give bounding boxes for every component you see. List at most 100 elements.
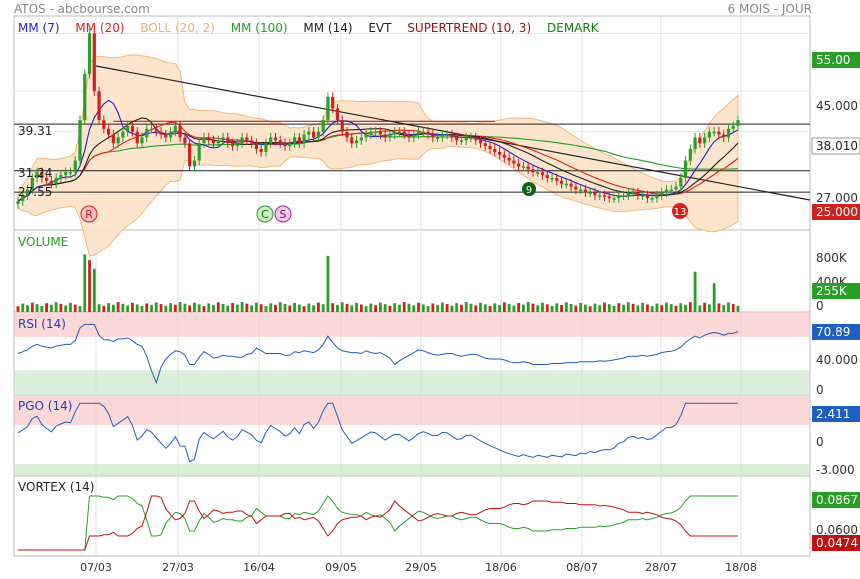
volume-bar xyxy=(207,303,211,312)
candle-body xyxy=(497,151,502,155)
volume-bar xyxy=(307,303,311,312)
volume-bar xyxy=(407,303,411,312)
candle-body xyxy=(312,131,316,138)
volume-bar xyxy=(722,305,726,312)
candle-body xyxy=(545,175,549,178)
volume-bar xyxy=(83,254,87,312)
marker-c-icon xyxy=(256,205,274,223)
candle-body xyxy=(230,143,235,147)
volume-bar xyxy=(541,302,544,312)
candle-body xyxy=(45,177,49,181)
volume-bar xyxy=(660,305,664,312)
pgo-last-bg xyxy=(812,406,860,422)
candle-body xyxy=(116,137,120,144)
marker-s-label: S xyxy=(280,208,287,221)
volume-bar xyxy=(498,305,501,312)
candle-body xyxy=(292,137,297,144)
candle-body xyxy=(30,177,34,190)
volume-bar xyxy=(188,305,192,312)
candle-body xyxy=(245,137,249,141)
volume-bar xyxy=(340,302,344,312)
candle-body xyxy=(326,96,330,121)
candle-body xyxy=(436,137,440,139)
candle-body xyxy=(688,149,692,161)
demark-9-icon xyxy=(522,182,536,196)
candle-body xyxy=(64,172,68,176)
candle-body xyxy=(335,108,340,121)
volume-bar xyxy=(107,303,110,312)
candle-body xyxy=(536,172,540,174)
volume-bar xyxy=(288,305,292,312)
legend-mm7: MM (7) xyxy=(18,21,60,35)
volume-bar xyxy=(493,303,497,312)
candle-body xyxy=(111,134,115,144)
vortex-plus-line xyxy=(18,495,738,551)
candle-body xyxy=(307,131,311,135)
volume-bar xyxy=(45,303,49,312)
candle-body xyxy=(645,195,650,199)
bollinger-band xyxy=(17,54,739,257)
volume-bar xyxy=(35,304,39,312)
legend-supertrend: SUPERTREND (10, 3) xyxy=(407,21,532,35)
volume-bar xyxy=(698,305,702,312)
candle-body xyxy=(526,166,530,170)
volume-bar xyxy=(555,303,559,312)
volume-bar xyxy=(588,306,592,312)
candle-body xyxy=(617,195,621,199)
candle-body xyxy=(331,96,335,109)
candle-body xyxy=(478,140,483,144)
candle-body xyxy=(207,137,211,141)
legend-boll: BOLL (20, 2) xyxy=(140,21,215,35)
volume-bar xyxy=(688,302,692,312)
x-tick-label: 28/07 xyxy=(645,561,677,574)
volume-bar xyxy=(526,301,530,312)
candle-body xyxy=(350,137,354,144)
candle-body xyxy=(507,157,511,161)
candle-body xyxy=(269,137,273,144)
candle-body xyxy=(183,137,187,144)
volume-bar xyxy=(40,305,44,312)
rsi-oversold-zone xyxy=(14,370,810,395)
volume-bar xyxy=(517,303,521,312)
candle-body xyxy=(388,134,392,138)
volume-bar xyxy=(507,304,511,312)
legend-mm100: MM (100) xyxy=(230,21,288,35)
candle-body xyxy=(397,131,402,134)
candle-body xyxy=(445,134,449,137)
candle-body xyxy=(25,189,30,196)
volume-bar xyxy=(121,303,125,312)
volume-bar xyxy=(274,304,277,312)
volume-bar xyxy=(145,303,149,312)
rsi-last-bg xyxy=(812,324,860,340)
volume-bar xyxy=(693,271,697,312)
candle-body xyxy=(197,143,201,161)
demark-9-label: 9 xyxy=(526,185,532,196)
candle-body xyxy=(440,134,444,138)
volume-bar xyxy=(646,304,649,312)
volume-bar xyxy=(49,304,53,312)
marker-r-label: R xyxy=(85,208,93,221)
volume-bar xyxy=(355,302,358,312)
volume-bar xyxy=(436,305,440,312)
candle-body xyxy=(412,134,416,138)
candle-body xyxy=(674,186,678,190)
price-tick-label: 55.00 xyxy=(816,53,850,67)
candle-body xyxy=(149,128,154,131)
vortex-minus-bg xyxy=(812,535,860,551)
volume-bar xyxy=(483,304,487,312)
volume-bar xyxy=(293,302,296,312)
candle-body xyxy=(87,33,92,74)
candle-body xyxy=(378,131,382,135)
candle-body xyxy=(626,192,630,196)
candle-body xyxy=(178,125,182,138)
candle-body xyxy=(68,172,73,174)
candle-body xyxy=(340,120,344,132)
candle-body xyxy=(607,196,611,199)
volume-bar xyxy=(64,305,68,312)
marker-c-label: C xyxy=(261,208,269,221)
candle-body xyxy=(202,137,206,144)
volume-bar xyxy=(135,304,139,312)
candle-body xyxy=(273,137,278,141)
volume-bar xyxy=(173,304,177,312)
candle-body xyxy=(54,177,58,184)
